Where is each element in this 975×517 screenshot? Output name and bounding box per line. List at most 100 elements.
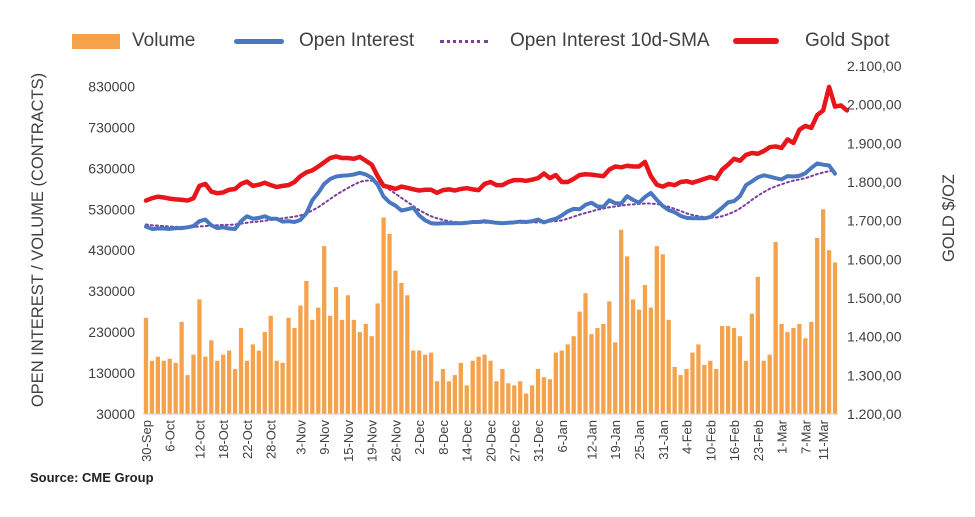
volume-bar xyxy=(785,332,790,414)
volume-bar xyxy=(832,262,838,414)
volume-bar xyxy=(589,334,594,414)
x-tick-label: 2-Dec xyxy=(412,420,427,455)
volume-bar xyxy=(684,368,689,414)
volume-bar xyxy=(577,311,582,414)
y-left-tick-label: 330000 xyxy=(88,283,135,299)
volume-bar xyxy=(821,209,826,414)
legend-swatch-open-interest xyxy=(234,38,284,44)
y-right-tick-label: 1.900,00 xyxy=(847,135,902,151)
volume-bar xyxy=(737,336,743,414)
volume-bar xyxy=(292,328,297,414)
volume-bar xyxy=(541,377,547,414)
volume-bar xyxy=(143,317,149,414)
x-tick-label: 19-Nov xyxy=(365,420,380,462)
volume-bar xyxy=(773,242,778,414)
volume-bar xyxy=(535,368,541,414)
volume-bar xyxy=(702,364,707,414)
y-left-tick-label: 730000 xyxy=(88,119,135,135)
x-tick-label: 1-Mar xyxy=(775,419,790,454)
x-tick-label: 23-Feb xyxy=(751,420,766,461)
volume-bar xyxy=(714,368,719,414)
y-right-tick-label: 1.400,00 xyxy=(847,329,902,345)
x-tick-label: 22-Oct xyxy=(240,420,255,459)
volume-bar xyxy=(405,295,410,414)
volume-bar xyxy=(197,299,202,414)
volume-bar xyxy=(167,358,172,414)
volume-bar xyxy=(761,360,766,414)
volume-bar xyxy=(654,246,659,414)
volume-bar xyxy=(357,332,362,414)
x-tick-label: 6-Oct xyxy=(163,420,178,452)
volume-bar xyxy=(595,328,600,414)
volume-bar xyxy=(506,383,511,414)
legend-label-volume: Volume xyxy=(132,30,196,51)
volume-bar xyxy=(221,354,226,414)
volume-bar xyxy=(547,379,553,414)
volume-bar xyxy=(327,315,333,414)
volume-bar xyxy=(446,381,452,414)
volume-bar xyxy=(286,317,291,414)
volume-bar xyxy=(428,352,434,414)
x-tick-label: 10-Feb xyxy=(703,420,718,461)
volume-bar xyxy=(494,381,499,414)
volume-bar xyxy=(660,254,665,414)
volume-bar xyxy=(624,256,630,414)
volume-bar xyxy=(387,233,392,414)
volume-bar xyxy=(417,350,422,414)
volume-bar xyxy=(345,295,351,414)
volume-bar xyxy=(779,323,784,414)
y-right-axis-title: GOLD $/OZ xyxy=(940,174,958,262)
volume-bar xyxy=(826,250,832,414)
volume-bar xyxy=(666,319,671,414)
x-tick-label: 8-Dec xyxy=(436,420,451,455)
y-left-tick-label: 630000 xyxy=(88,160,135,176)
volume-bar xyxy=(316,307,321,414)
volume-bar xyxy=(173,362,178,414)
legend-swatch-volume xyxy=(72,33,120,49)
volume-bar xyxy=(452,375,457,414)
legend-item-volume: Volume xyxy=(72,26,195,56)
volume-bar xyxy=(191,354,196,414)
axes: 30000 130000 230000 330000 430000 530000 63000… xyxy=(29,58,958,462)
volume-bar xyxy=(322,246,327,414)
volume-bar xyxy=(268,315,273,414)
legend-swatch-oi-sma xyxy=(440,39,488,43)
volume-bar xyxy=(381,217,386,414)
volume-bar xyxy=(731,328,737,414)
volume-bar xyxy=(209,340,214,414)
x-tick-label: 9-Nov xyxy=(317,420,332,455)
volume-bar xyxy=(274,360,279,414)
y-right-tick-label: 1.200,00 xyxy=(847,406,902,422)
volume-bar xyxy=(464,385,469,414)
y-left-tick-label: 430000 xyxy=(88,242,135,258)
volume-bar xyxy=(250,344,256,414)
y-right-tick-label: 1.600,00 xyxy=(847,251,902,267)
x-tick-label: 30-Sep xyxy=(139,420,154,462)
volume-bar xyxy=(339,319,345,414)
volume-bar xyxy=(262,332,267,414)
x-tick-label: 20-Dec xyxy=(484,420,499,462)
legend-item-oi-sma: Open Interest 10d-SMA xyxy=(440,26,710,56)
volume-bar xyxy=(648,307,654,414)
volume-bar xyxy=(298,305,303,414)
x-tick-label: 28-Oct xyxy=(264,420,279,459)
volume-bar xyxy=(512,385,517,414)
x-tick-label: 12-Jan xyxy=(584,420,599,460)
volume-bar xyxy=(518,381,523,414)
y-left-tick-label: 130000 xyxy=(88,365,135,381)
volume-bar xyxy=(690,352,695,414)
volume-bar xyxy=(280,362,285,414)
volume-bars xyxy=(143,209,838,414)
volume-bar xyxy=(244,360,250,414)
x-tick-label: 6-Jan xyxy=(555,420,570,453)
x-tick-label: 19-Jan xyxy=(608,420,623,460)
x-tick-label: 4-Feb xyxy=(680,420,695,454)
volume-bar xyxy=(232,368,238,414)
volume-bar xyxy=(500,368,505,414)
volume-bar xyxy=(642,285,648,414)
volume-bar xyxy=(696,344,701,414)
volume-bar xyxy=(708,360,713,414)
y-left-tick-label: 830000 xyxy=(88,78,135,94)
volume-bar xyxy=(203,356,208,414)
volume-bar xyxy=(482,354,487,414)
